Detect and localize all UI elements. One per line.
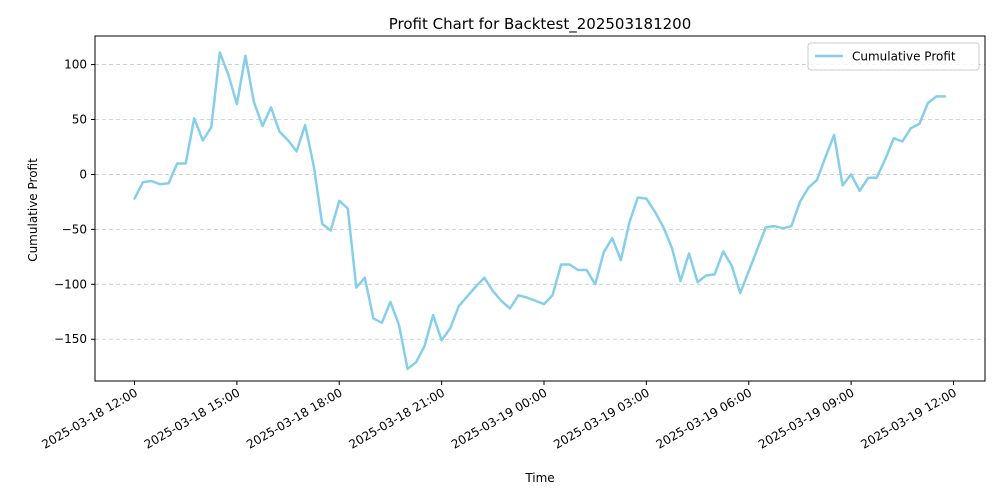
y-tick-label: 50: [72, 113, 87, 127]
x-axis-title: Time: [524, 471, 554, 485]
series-line-cumulative-profit: [133, 51, 947, 371]
y-tick-label: −100: [54, 277, 87, 291]
plot-frame: [94, 35, 986, 382]
legend-box: [807, 42, 980, 71]
series-layer: [133, 51, 947, 371]
chart-title: Profit Chart for Backtest_202503181200: [389, 15, 692, 34]
y-tick-label: 0: [79, 167, 87, 181]
legend-label: Cumulative Profit: [852, 50, 956, 64]
y-axis-title: Cumulative Profit: [26, 158, 40, 262]
y-axis-ticks: −150 −100 −50 0 50 100: [54, 58, 95, 346]
y-tick-label: −50: [62, 222, 87, 236]
y-tick-label: −150: [54, 332, 87, 346]
legend: Cumulative Profit: [807, 42, 980, 71]
y-tick-label: 100: [64, 58, 87, 72]
